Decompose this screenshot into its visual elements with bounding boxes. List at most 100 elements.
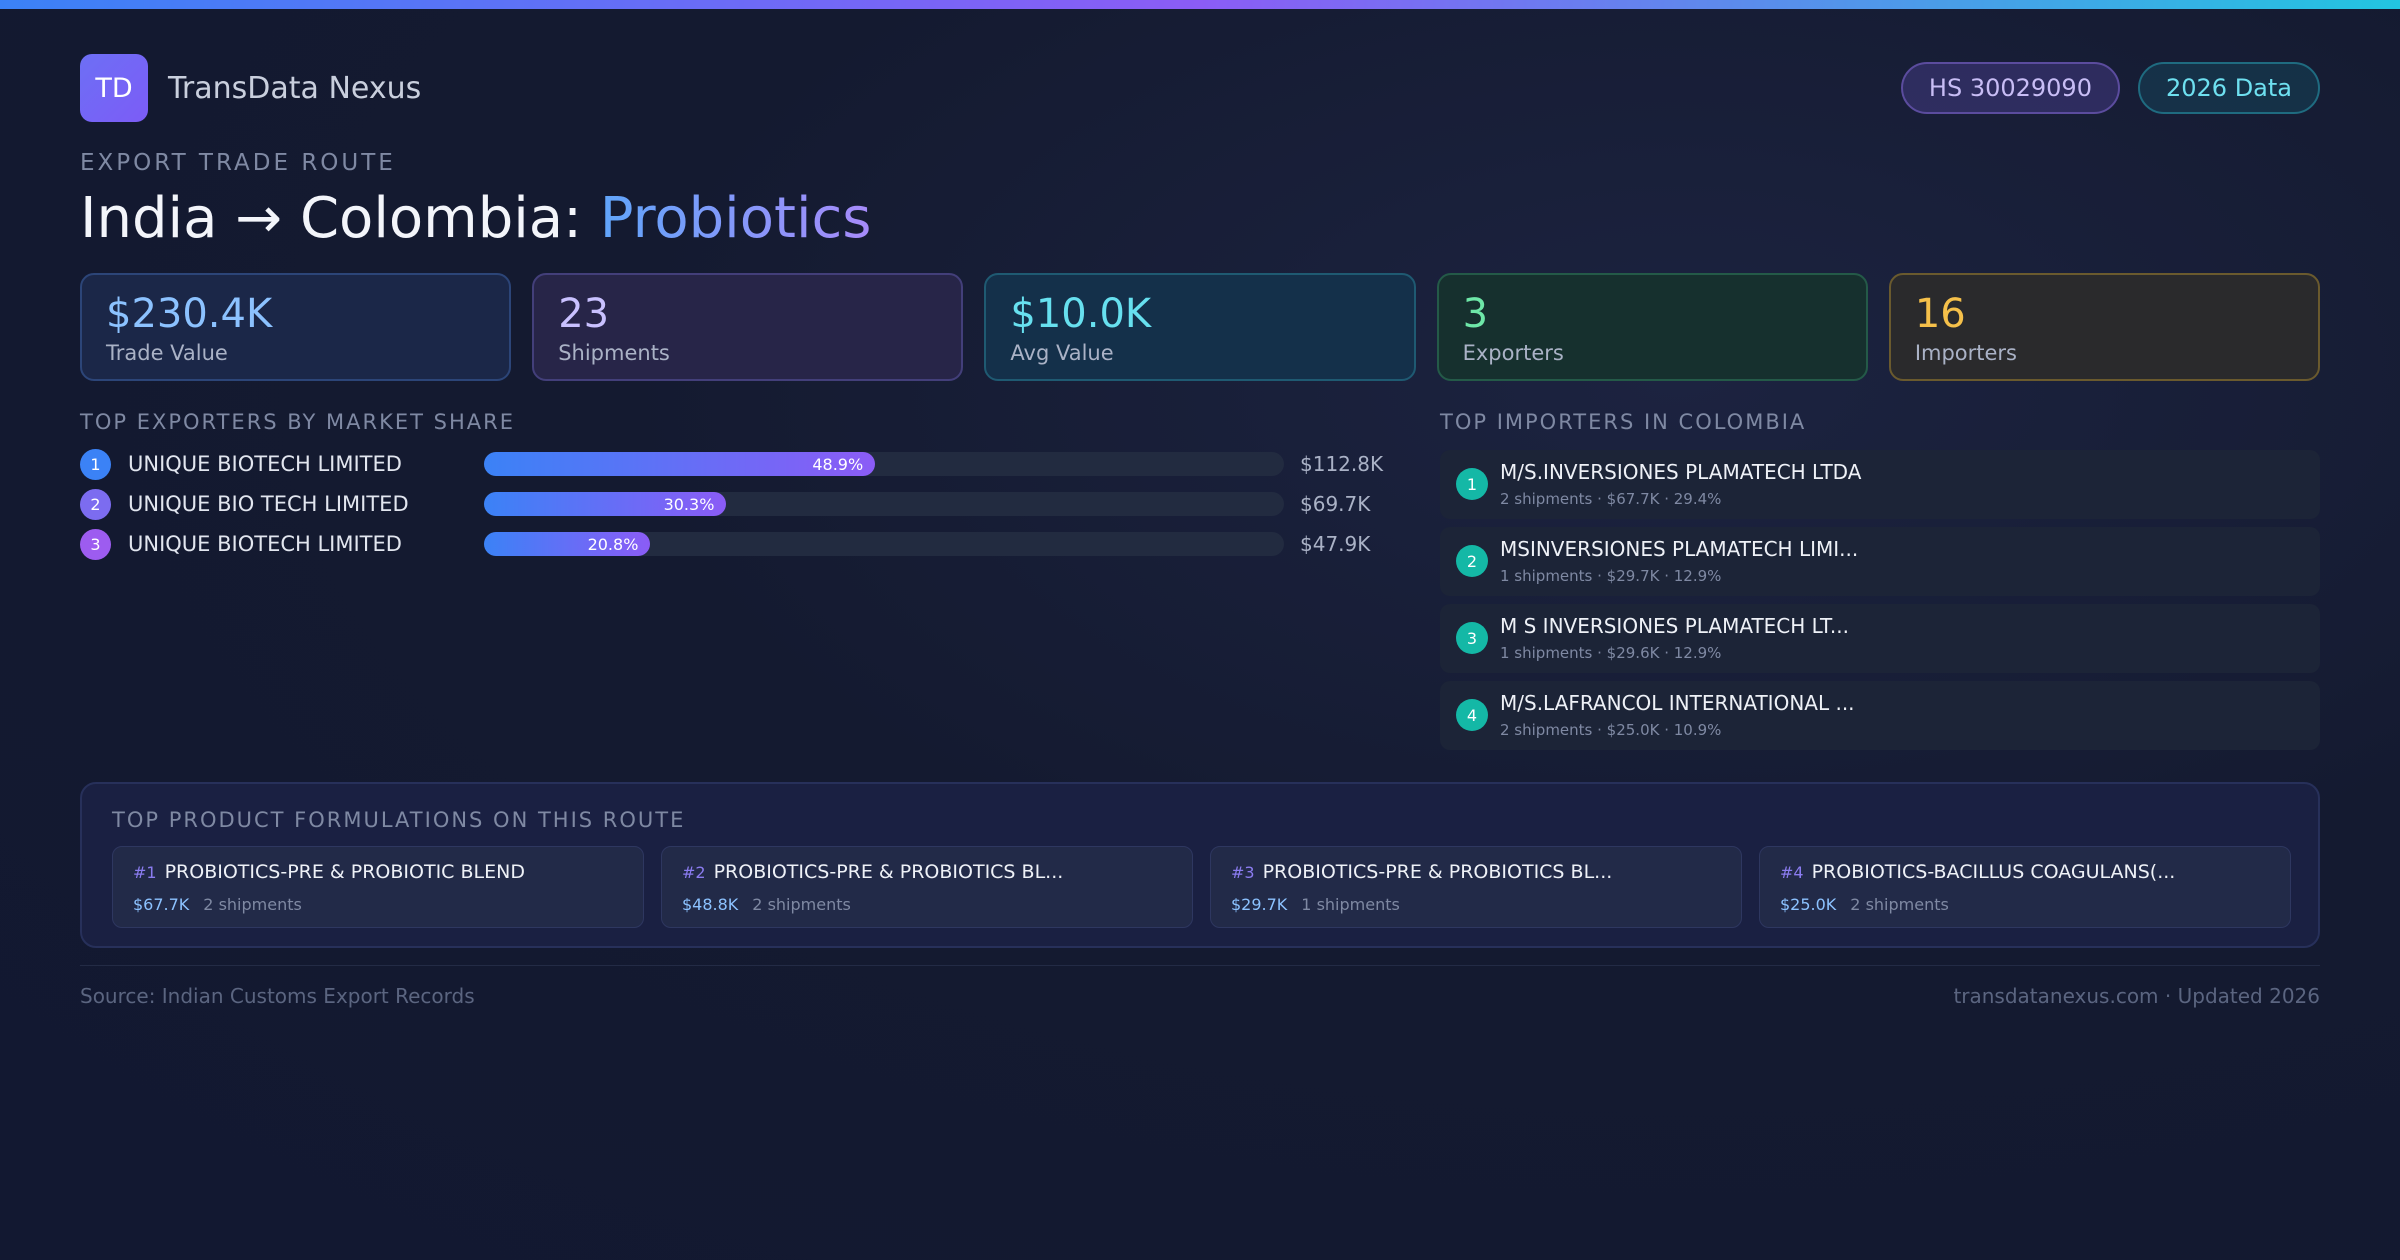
route-eyebrow: EXPORT TRADE ROUTE: [80, 150, 396, 176]
product-title: #3 PROBIOTICS-PRE & PROBIOTICS BL...: [1231, 861, 1612, 883]
importer-name: M S INVERSIONES PLAMATECH LT...: [1500, 614, 1849, 638]
importer-meta: 1 shipments · $29.6K · 12.9%: [1500, 644, 1722, 662]
share-bar-fill: 20.8%: [484, 532, 651, 556]
stat-value: 3: [1462, 291, 1489, 337]
stat-label: Importers: [1914, 341, 2018, 365]
stat-label: Shipments: [558, 341, 670, 365]
importer-card[interactable]: 4 M/S.LAFRANCOL INTERNATIONAL ... 2 ship…: [1440, 681, 2320, 750]
exporter-name: UNIQUE BIO TECH LIMITED: [128, 492, 409, 516]
stat-value: 23: [558, 291, 610, 337]
exporter-row[interactable]: 3 UNIQUE BIOTECH LIMITED 20.8% $47.9K: [80, 528, 1400, 560]
data-year-badge: 2026 Data: [2137, 62, 2320, 114]
product-name: PROBIOTICS-BACILLUS COAGULANS(...: [1811, 861, 2176, 883]
importer-rank-badge: 1: [1456, 468, 1488, 500]
share-label: 30.3%: [663, 495, 715, 514]
importer-rank-badge: 3: [1456, 622, 1488, 654]
importers-heading: TOP IMPORTERS IN COLOMBIA: [1440, 410, 1807, 434]
product-name: PROBIOTICS-PRE & PROBIOTIC BLEND: [164, 861, 525, 883]
product-rank: #3: [1231, 863, 1255, 882]
importer-name: M/S.LAFRANCOL INTERNATIONAL ...: [1500, 691, 1855, 715]
brand-logo: TD: [80, 54, 148, 122]
title-route: India → Colombia:: [80, 186, 600, 251]
importer-card[interactable]: 2 MSINVERSIONES PLAMATECH LIMI... 1 ship…: [1440, 527, 2320, 596]
exporter-value: $47.9K: [1300, 532, 1371, 556]
header-badges: HS 30029090 2026 Data: [1900, 62, 2320, 114]
stats-row: $230.4K Trade Value 23 Shipments $10.0K …: [80, 273, 2321, 381]
importer-name: MSINVERSIONES PLAMATECH LIMI...: [1500, 537, 1859, 561]
exporter-rank-badge: 1: [80, 448, 111, 480]
stat-exporters: 3 Exporters: [1436, 273, 1868, 381]
hs-code-badge: HS 30029090: [1900, 62, 2120, 114]
share-bar-track: 20.8%: [484, 532, 1284, 556]
exporter-rank-badge: 2: [80, 488, 111, 520]
header: TD TransData Nexus HS 30029090 2026 Data: [80, 54, 2320, 122]
importer-meta: 1 shipments · $29.7K · 12.9%: [1500, 567, 1722, 585]
brand[interactable]: TD TransData Nexus: [80, 54, 421, 122]
share-bar-fill: 48.9%: [484, 452, 876, 476]
product-meta: $67.7K 2 shipments: [133, 895, 302, 914]
share-label: 48.9%: [812, 455, 864, 474]
stat-value: 16: [1914, 291, 1966, 337]
product-shipments: 2 shipments: [1850, 895, 1949, 914]
footer-source: Source: Indian Customs Export Records: [80, 984, 475, 1008]
stat-label: Avg Value: [1010, 341, 1114, 365]
exporter-value: $112.8K: [1300, 452, 1384, 476]
product-value: $48.8K: [682, 895, 739, 914]
stat-shipments: 23 Shipments: [532, 273, 964, 381]
product-value: $25.0K: [1780, 895, 1837, 914]
exporter-name: UNIQUE BIOTECH LIMITED: [128, 452, 402, 476]
page-title: India → Colombia: Probiotics: [80, 186, 871, 251]
products-heading: TOP PRODUCT FORMULATIONS ON THIS ROUTE: [112, 808, 686, 832]
product-rank: #4: [1780, 863, 1804, 882]
product-title: #2 PROBIOTICS-PRE & PROBIOTICS BL...: [682, 861, 1063, 883]
stat-label: Exporters: [1462, 341, 1564, 365]
product-shipments: 2 shipments: [752, 895, 851, 914]
product-title: #4 PROBIOTICS-BACILLUS COAGULANS(...: [1780, 861, 2175, 883]
share-bar-track: 30.3%: [484, 492, 1284, 516]
product-name: PROBIOTICS-PRE & PROBIOTICS BL...: [713, 861, 1064, 883]
footer-site-link[interactable]: transdatanexus.com · Updated 2026: [1953, 984, 2320, 1008]
product-meta: $48.8K 2 shipments: [682, 895, 851, 914]
importer-meta: 2 shipments · $25.0K · 10.9%: [1500, 721, 1722, 739]
product-rank: #1: [133, 863, 157, 882]
stat-trade-value: $230.4K Trade Value: [80, 273, 512, 381]
share-bar-track: 48.9%: [484, 452, 1284, 476]
importer-meta: 2 shipments · $67.7K · 29.4%: [1500, 490, 1722, 508]
exporter-name: UNIQUE BIOTECH LIMITED: [128, 532, 402, 556]
product-value: $29.7K: [1231, 895, 1288, 914]
exporters-heading: TOP EXPORTERS BY MARKET SHARE: [80, 410, 516, 434]
exporters-section: TOP EXPORTERS BY MARKET SHARE 1 UNIQUE B…: [80, 410, 1400, 560]
exporter-value: $69.7K: [1300, 492, 1371, 516]
top-accent-bar: [0, 0, 2400, 9]
product-shipments: 1 shipments: [1301, 895, 1400, 914]
product-meta: $29.7K 1 shipments: [1231, 895, 1400, 914]
importer-rank-badge: 4: [1456, 699, 1488, 731]
importer-name: M/S.INVERSIONES PLAMATECH LTDA: [1500, 460, 1862, 484]
importer-card[interactable]: 3 M S INVERSIONES PLAMATECH LT... 1 ship…: [1440, 604, 2320, 673]
stat-importers: 16 Importers: [1888, 273, 2321, 381]
stat-value: $230.4K: [106, 291, 273, 337]
exporter-rank-badge: 3: [80, 528, 111, 560]
exporter-row[interactable]: 2 UNIQUE BIO TECH LIMITED 30.3% $69.7K: [80, 488, 1400, 520]
product-card[interactable]: #2 PROBIOTICS-PRE & PROBIOTICS BL... $48.…: [661, 846, 1193, 928]
product-value: $67.7K: [133, 895, 190, 914]
products-panel: TOP PRODUCT FORMULATIONS ON THIS ROUTE #…: [80, 782, 2320, 948]
product-name: PROBIOTICS-PRE & PROBIOTICS BL...: [1262, 861, 1613, 883]
importers-section: TOP IMPORTERS IN COLOMBIA 1 M/S.INVERSIO…: [1440, 410, 2320, 750]
product-rank: #2: [682, 863, 706, 882]
product-card[interactable]: #1 PROBIOTICS-PRE & PROBIOTIC BLEND $67.7…: [112, 846, 644, 928]
title-product: Probiotics: [599, 186, 872, 251]
stat-avg-value: $10.0K Avg Value: [984, 273, 1416, 381]
importer-card[interactable]: 1 M/S.INVERSIONES PLAMATECH LTDA 2 shipm…: [1440, 450, 2320, 519]
importer-rank-badge: 2: [1456, 545, 1488, 577]
brand-name: TransData Nexus: [168, 70, 422, 106]
product-shipments: 2 shipments: [203, 895, 302, 914]
product-meta: $25.0K 2 shipments: [1780, 895, 1949, 914]
exporter-row[interactable]: 1 UNIQUE BIOTECH LIMITED 48.9% $112.8K: [80, 448, 1400, 480]
stat-label: Trade Value: [106, 341, 228, 365]
footer-divider: [80, 965, 2320, 966]
product-card[interactable]: #3 PROBIOTICS-PRE & PROBIOTICS BL... $29.…: [1210, 846, 1742, 928]
product-card[interactable]: #4 PROBIOTICS-BACILLUS COAGULANS(... $25.…: [1759, 846, 2291, 928]
share-bar-fill: 30.3%: [484, 492, 727, 516]
product-title: #1 PROBIOTICS-PRE & PROBIOTIC BLEND: [133, 861, 525, 883]
